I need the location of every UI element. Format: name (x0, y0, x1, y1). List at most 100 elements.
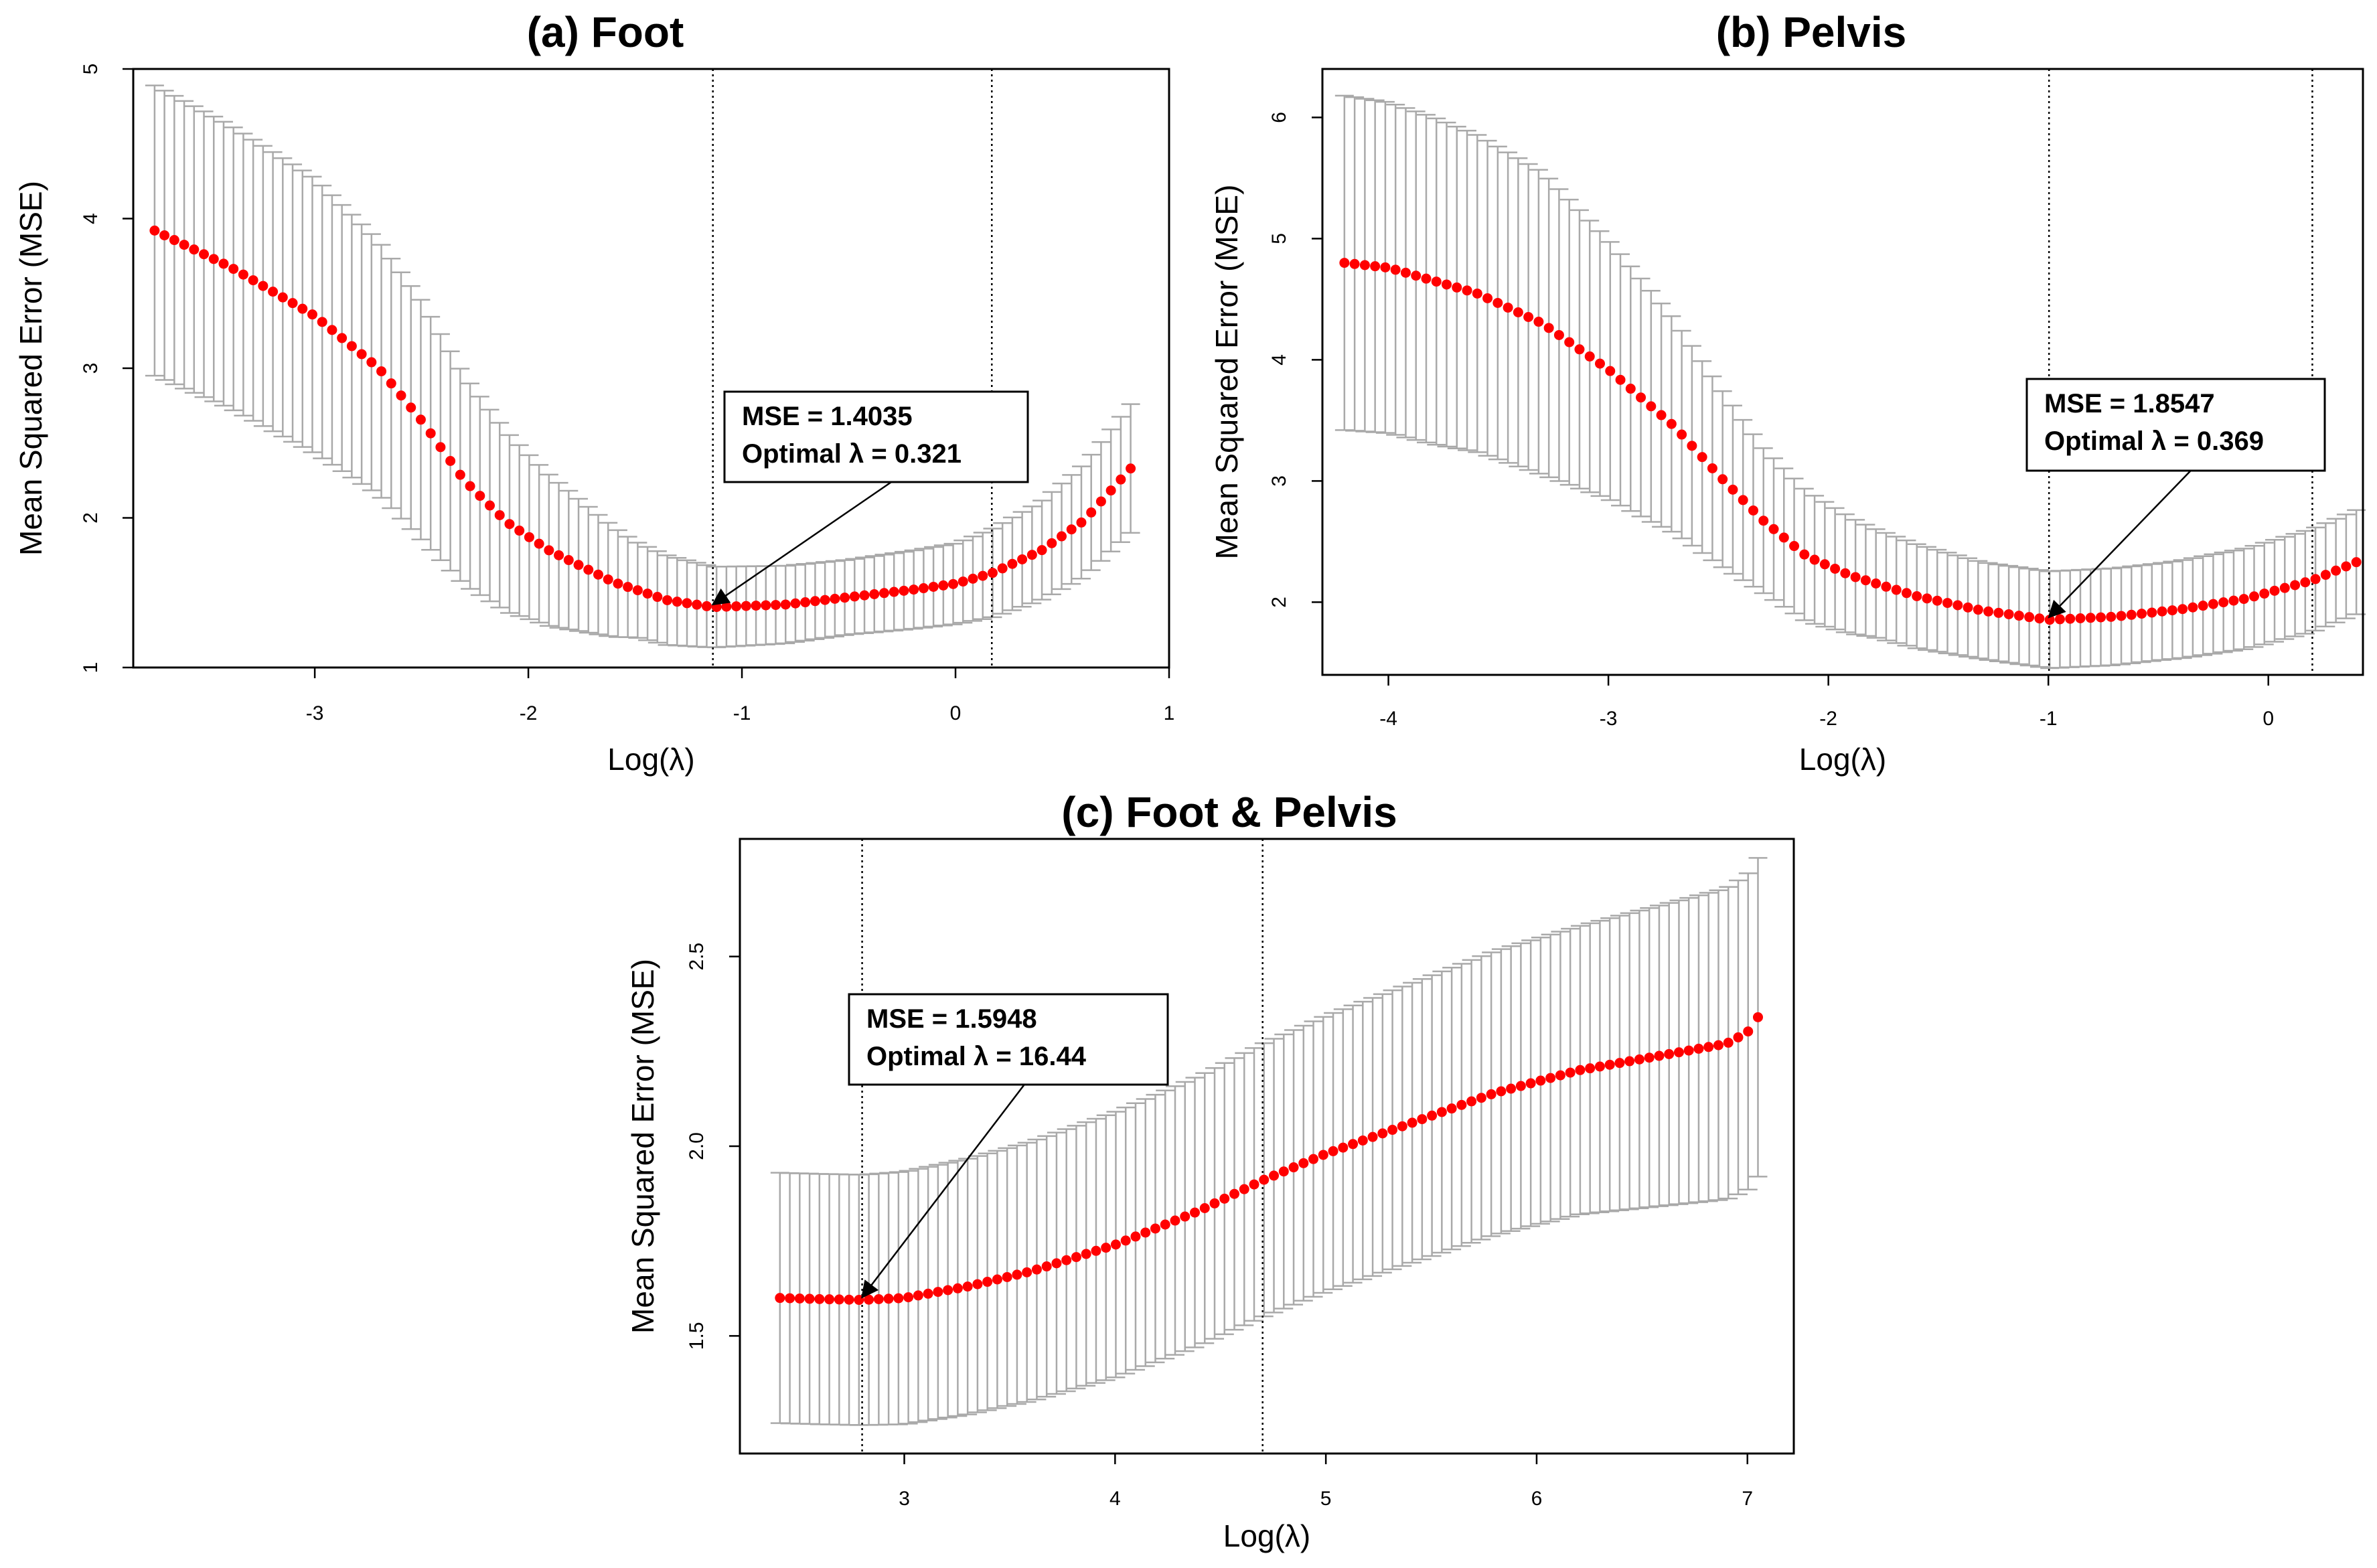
mse-point (933, 1287, 943, 1298)
mse-point (1604, 1059, 1615, 1070)
mse-point (701, 601, 712, 611)
x-tick-label: -2 (520, 702, 538, 724)
mse-point (2147, 607, 2157, 618)
mse-point (1219, 1193, 1230, 1204)
annotation-arrow (861, 1084, 1025, 1299)
mse-point (1677, 429, 1687, 440)
x-tick-label: -4 (1379, 708, 1397, 730)
mse-point (1565, 1067, 1576, 1078)
mse-point (2157, 606, 2167, 617)
mse-point (277, 292, 288, 303)
mse-point (2320, 570, 2331, 580)
mse-point (1646, 401, 1657, 412)
mse-point (1942, 598, 1953, 609)
annotation: MSE = 1.5948 Optimal λ = 16.44 (848, 993, 1169, 1299)
mse-point (1496, 1086, 1507, 1097)
mse-point (583, 564, 594, 575)
mse-point (1061, 1255, 1072, 1265)
mse-point (893, 1293, 904, 1304)
mse-point (834, 1294, 844, 1305)
mse-point (938, 580, 949, 591)
mse-point (869, 589, 880, 599)
mse-point (810, 596, 820, 607)
mse-point (1594, 1061, 1605, 1072)
mse-point (337, 333, 348, 343)
mse-point (494, 509, 505, 520)
y-tick-label: 4 (1268, 354, 1290, 366)
mse-point (1963, 602, 1973, 613)
mse-point (859, 590, 870, 601)
y-tick-label: 5 (1268, 233, 1290, 244)
mse-point (1076, 517, 1087, 528)
mse-point (1380, 262, 1391, 272)
mse-point (928, 581, 939, 592)
annotation-box (723, 390, 1029, 483)
x-tick-label: 0 (950, 702, 962, 724)
x-tick-label: 7 (1742, 1488, 1753, 1510)
x-tick-label: 0 (2263, 708, 2274, 730)
mse-point (1993, 607, 2004, 618)
mse-point (1436, 1107, 1447, 1117)
mse-point (307, 309, 317, 320)
mse-point (1407, 1117, 1417, 1128)
mse-point (780, 599, 791, 610)
mse-point (1664, 1048, 1675, 1059)
mse-point (228, 264, 239, 275)
mse-point (1150, 1223, 1160, 1234)
mse-point (1703, 1042, 1714, 1052)
mse-points (149, 225, 1136, 613)
mse-point (1007, 558, 1018, 569)
mse-point (1656, 410, 1667, 420)
mse-point (1431, 277, 1442, 287)
mse-point (1482, 293, 1493, 303)
mse-point (1298, 1158, 1309, 1168)
mse-point (1002, 1271, 1012, 1282)
mse-point (830, 593, 840, 604)
mse-point (2003, 609, 2014, 619)
mse-point (2351, 557, 2362, 568)
y-axis-label: Mean Squared Error (MSE) (625, 959, 660, 1334)
mse-point (1615, 374, 1626, 385)
mse-point (1506, 1083, 1517, 1094)
plot-frame (1321, 68, 2364, 676)
mse-point (1673, 1047, 1684, 1058)
mse-point (1555, 1070, 1565, 1081)
annotation-mse: MSE = 1.5948 (866, 1004, 1037, 1034)
mse-point (2024, 612, 2035, 623)
mse-point (889, 586, 899, 597)
y-tick-label: 6 (1268, 112, 1290, 123)
y-tick-label: 3 (80, 363, 102, 374)
mse-point (2290, 580, 2301, 591)
mse-point (741, 601, 751, 611)
mse-point (425, 428, 436, 439)
mse-point (1748, 505, 1758, 516)
mse-point (2075, 613, 2086, 624)
mse-point (435, 442, 446, 453)
mse-point (396, 390, 406, 401)
mse-point (1840, 568, 1851, 578)
panel-title: (b) Pelvis (1716, 8, 1907, 56)
mse-point (1390, 264, 1401, 275)
mse-point (1983, 606, 1994, 617)
mse-point (1071, 1252, 1081, 1263)
annotation-lambda: Optimal λ = 0.369 (2044, 426, 2264, 456)
mse-point (415, 414, 426, 425)
mse-point (1625, 384, 1636, 394)
x-tick-label: -1 (733, 702, 751, 724)
mse-point (873, 1293, 884, 1304)
x-axis-label: Log(λ) (1223, 1518, 1310, 1553)
mse-point (1339, 258, 1350, 268)
mse-point (952, 1283, 963, 1293)
mse-point (1116, 474, 1126, 485)
x-tick-label: 3 (899, 1488, 910, 1510)
panel-c: (c) Foot & Pelvis 3 4 5 6 7 1.5 2.0 2.5 Log(λ) Mea… (625, 788, 1795, 1553)
annotation-box (2025, 378, 2326, 472)
mse-point (968, 573, 978, 584)
mse-point (1891, 584, 1902, 595)
mse-point (632, 585, 643, 596)
mse-point (1574, 344, 1585, 355)
mse-point (2126, 609, 2137, 620)
mse-point (2341, 561, 2352, 572)
mse-points (1339, 258, 2362, 625)
mse-point (1543, 323, 1554, 333)
